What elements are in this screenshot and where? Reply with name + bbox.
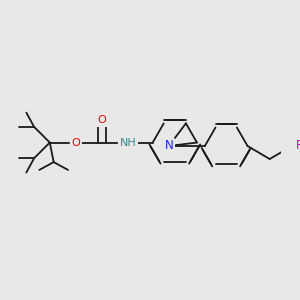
Text: O: O xyxy=(98,116,106,125)
Text: O: O xyxy=(71,138,80,148)
Text: N: N xyxy=(164,140,173,152)
Text: NH: NH xyxy=(120,138,136,148)
Text: F: F xyxy=(296,140,300,152)
